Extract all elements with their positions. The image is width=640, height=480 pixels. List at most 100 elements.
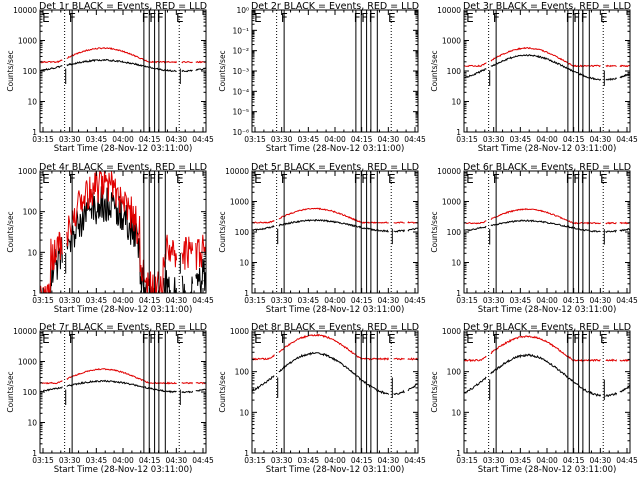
event-flag: E	[600, 172, 608, 186]
event-flag: F	[566, 332, 573, 346]
event-flag: F	[573, 172, 580, 186]
x-tick-label: 03:15	[244, 296, 266, 305]
y-axis-label: Counts/sec	[430, 371, 439, 412]
event-flag: F	[142, 11, 149, 25]
y-tick-label: 10⁻²	[232, 47, 249, 56]
series-lld	[252, 207, 418, 224]
x-tick-label: 04:15	[139, 296, 161, 305]
y-tick-label: 10⁻⁶	[232, 128, 249, 137]
chart-title: Det 9r BLACK = Events, RED = LLD	[463, 322, 631, 333]
x-tick-label: 03:45	[86, 135, 108, 144]
event-flag: F	[149, 332, 156, 346]
event-flag: E	[42, 332, 50, 346]
series-events	[464, 219, 630, 233]
x-tick-label: 04:30	[378, 296, 400, 305]
series-events	[252, 351, 418, 396]
series-events	[464, 353, 630, 398]
x-tick-label: 04:45	[192, 456, 214, 465]
x-tick-label: 03:30	[483, 296, 505, 305]
event-flag: E	[466, 332, 474, 346]
y-tick-label: 10000	[437, 167, 461, 176]
chart-title: Det 6r BLACK = Events, RED = LLD	[463, 162, 631, 173]
x-tick-label: 04:15	[563, 456, 585, 465]
x-tick-label: 04:45	[404, 135, 426, 144]
x-tick-label: 03:30	[59, 456, 81, 465]
series-events	[252, 219, 418, 233]
y-tick-label: 100	[23, 208, 38, 217]
x-tick-label: 03:15	[32, 456, 54, 465]
y-axis-label: Counts/sec	[6, 50, 15, 91]
x-tick-label: 03:15	[32, 135, 54, 144]
y-tick-label: 1	[456, 449, 461, 458]
y-tick-label: 1000	[442, 327, 461, 336]
x-tick-label: 03:30	[483, 135, 505, 144]
event-flag: E	[176, 332, 184, 346]
event-flag: F	[142, 332, 149, 346]
x-tick-label: 04:30	[166, 135, 188, 144]
event-flag: F	[69, 11, 76, 25]
x-tick-label: 03:45	[298, 296, 320, 305]
x-tick-label: 03:15	[32, 296, 54, 305]
y-tick-label: 100	[23, 67, 38, 76]
x-tick-label: 04:30	[590, 296, 612, 305]
x-tick-label: 04:15	[563, 296, 585, 305]
chart-title: Det 1r BLACK = Events, RED = LLD	[39, 1, 207, 12]
panel-det6r: Det 6r BLACK = Events, RED = LLD Start Ti…	[430, 162, 638, 315]
y-tick-label: 1	[32, 128, 37, 137]
y-tick-label: 1000	[442, 198, 461, 207]
y-tick-label: 10	[239, 259, 249, 268]
x-tick-label: 03:15	[456, 135, 478, 144]
y-tick-label: 100	[447, 67, 462, 76]
x-tick-label: 03:45	[510, 456, 532, 465]
x-axis-label: Start Time (28-Nov-12 03:11:00)	[478, 305, 617, 315]
event-flag: F	[566, 172, 573, 186]
x-tick-label: 04:00	[324, 296, 346, 305]
event-flag: F	[354, 172, 361, 186]
y-tick-label: 10	[27, 98, 37, 107]
event-flag: F	[493, 172, 500, 186]
x-tick-label: 04:45	[404, 456, 426, 465]
chart-title: Det 8r BLACK = Events, RED = LLD	[251, 322, 419, 333]
event-flag: E	[176, 11, 184, 25]
x-tick-label: 04:30	[166, 296, 188, 305]
event-flag: F	[361, 11, 368, 25]
panel-det5r: Det 5r BLACK = Events, RED = LLD Start Ti…	[218, 162, 426, 315]
x-tick-label: 04:30	[166, 456, 188, 465]
x-tick-label: 03:15	[456, 456, 478, 465]
y-tick-label: 10	[451, 98, 461, 107]
event-flag: E	[600, 11, 608, 25]
x-tick-label: 03:30	[271, 296, 293, 305]
x-tick-label: 04:15	[351, 296, 373, 305]
y-tick-label: 1000	[18, 358, 37, 367]
y-tick-label: 1	[32, 289, 37, 298]
chart-title: Det 3r BLACK = Events, RED = LLD	[463, 1, 631, 12]
y-tick-label: 10	[451, 408, 461, 417]
event-flag: F	[281, 11, 288, 25]
x-tick-label: 03:30	[271, 456, 293, 465]
y-tick-label: 1	[32, 449, 37, 458]
x-tick-label: 03:30	[59, 296, 81, 305]
y-tick-label: 1	[244, 289, 249, 298]
event-flag: F	[581, 332, 588, 346]
x-tick-label: 04:45	[192, 296, 214, 305]
x-tick-label: 04:45	[192, 135, 214, 144]
event-flag: F	[157, 11, 164, 25]
x-tick-label: 03:15	[244, 456, 266, 465]
event-flag: F	[361, 332, 368, 346]
x-axis-label: Start Time (28-Nov-12 03:11:00)	[266, 144, 405, 154]
y-tick-label: 1000	[230, 327, 249, 336]
event-flag: F	[369, 332, 376, 346]
panel-det1r: Det 1r BLACK = Events, RED = LLD Start Ti…	[6, 1, 214, 154]
y-tick-label: 10000	[437, 6, 461, 15]
x-tick-label: 03:45	[298, 456, 320, 465]
y-tick-label: 10000	[13, 327, 37, 336]
event-flag: E	[176, 172, 184, 186]
y-tick-label: 10⁻¹	[232, 26, 249, 35]
event-flag: E	[466, 11, 474, 25]
x-tick-label: 03:45	[510, 296, 532, 305]
y-tick-label: 100	[447, 228, 462, 237]
y-tick-label: 100	[235, 228, 250, 237]
event-flag: F	[581, 172, 588, 186]
series-lld	[252, 333, 418, 361]
x-tick-label: 04:30	[590, 456, 612, 465]
